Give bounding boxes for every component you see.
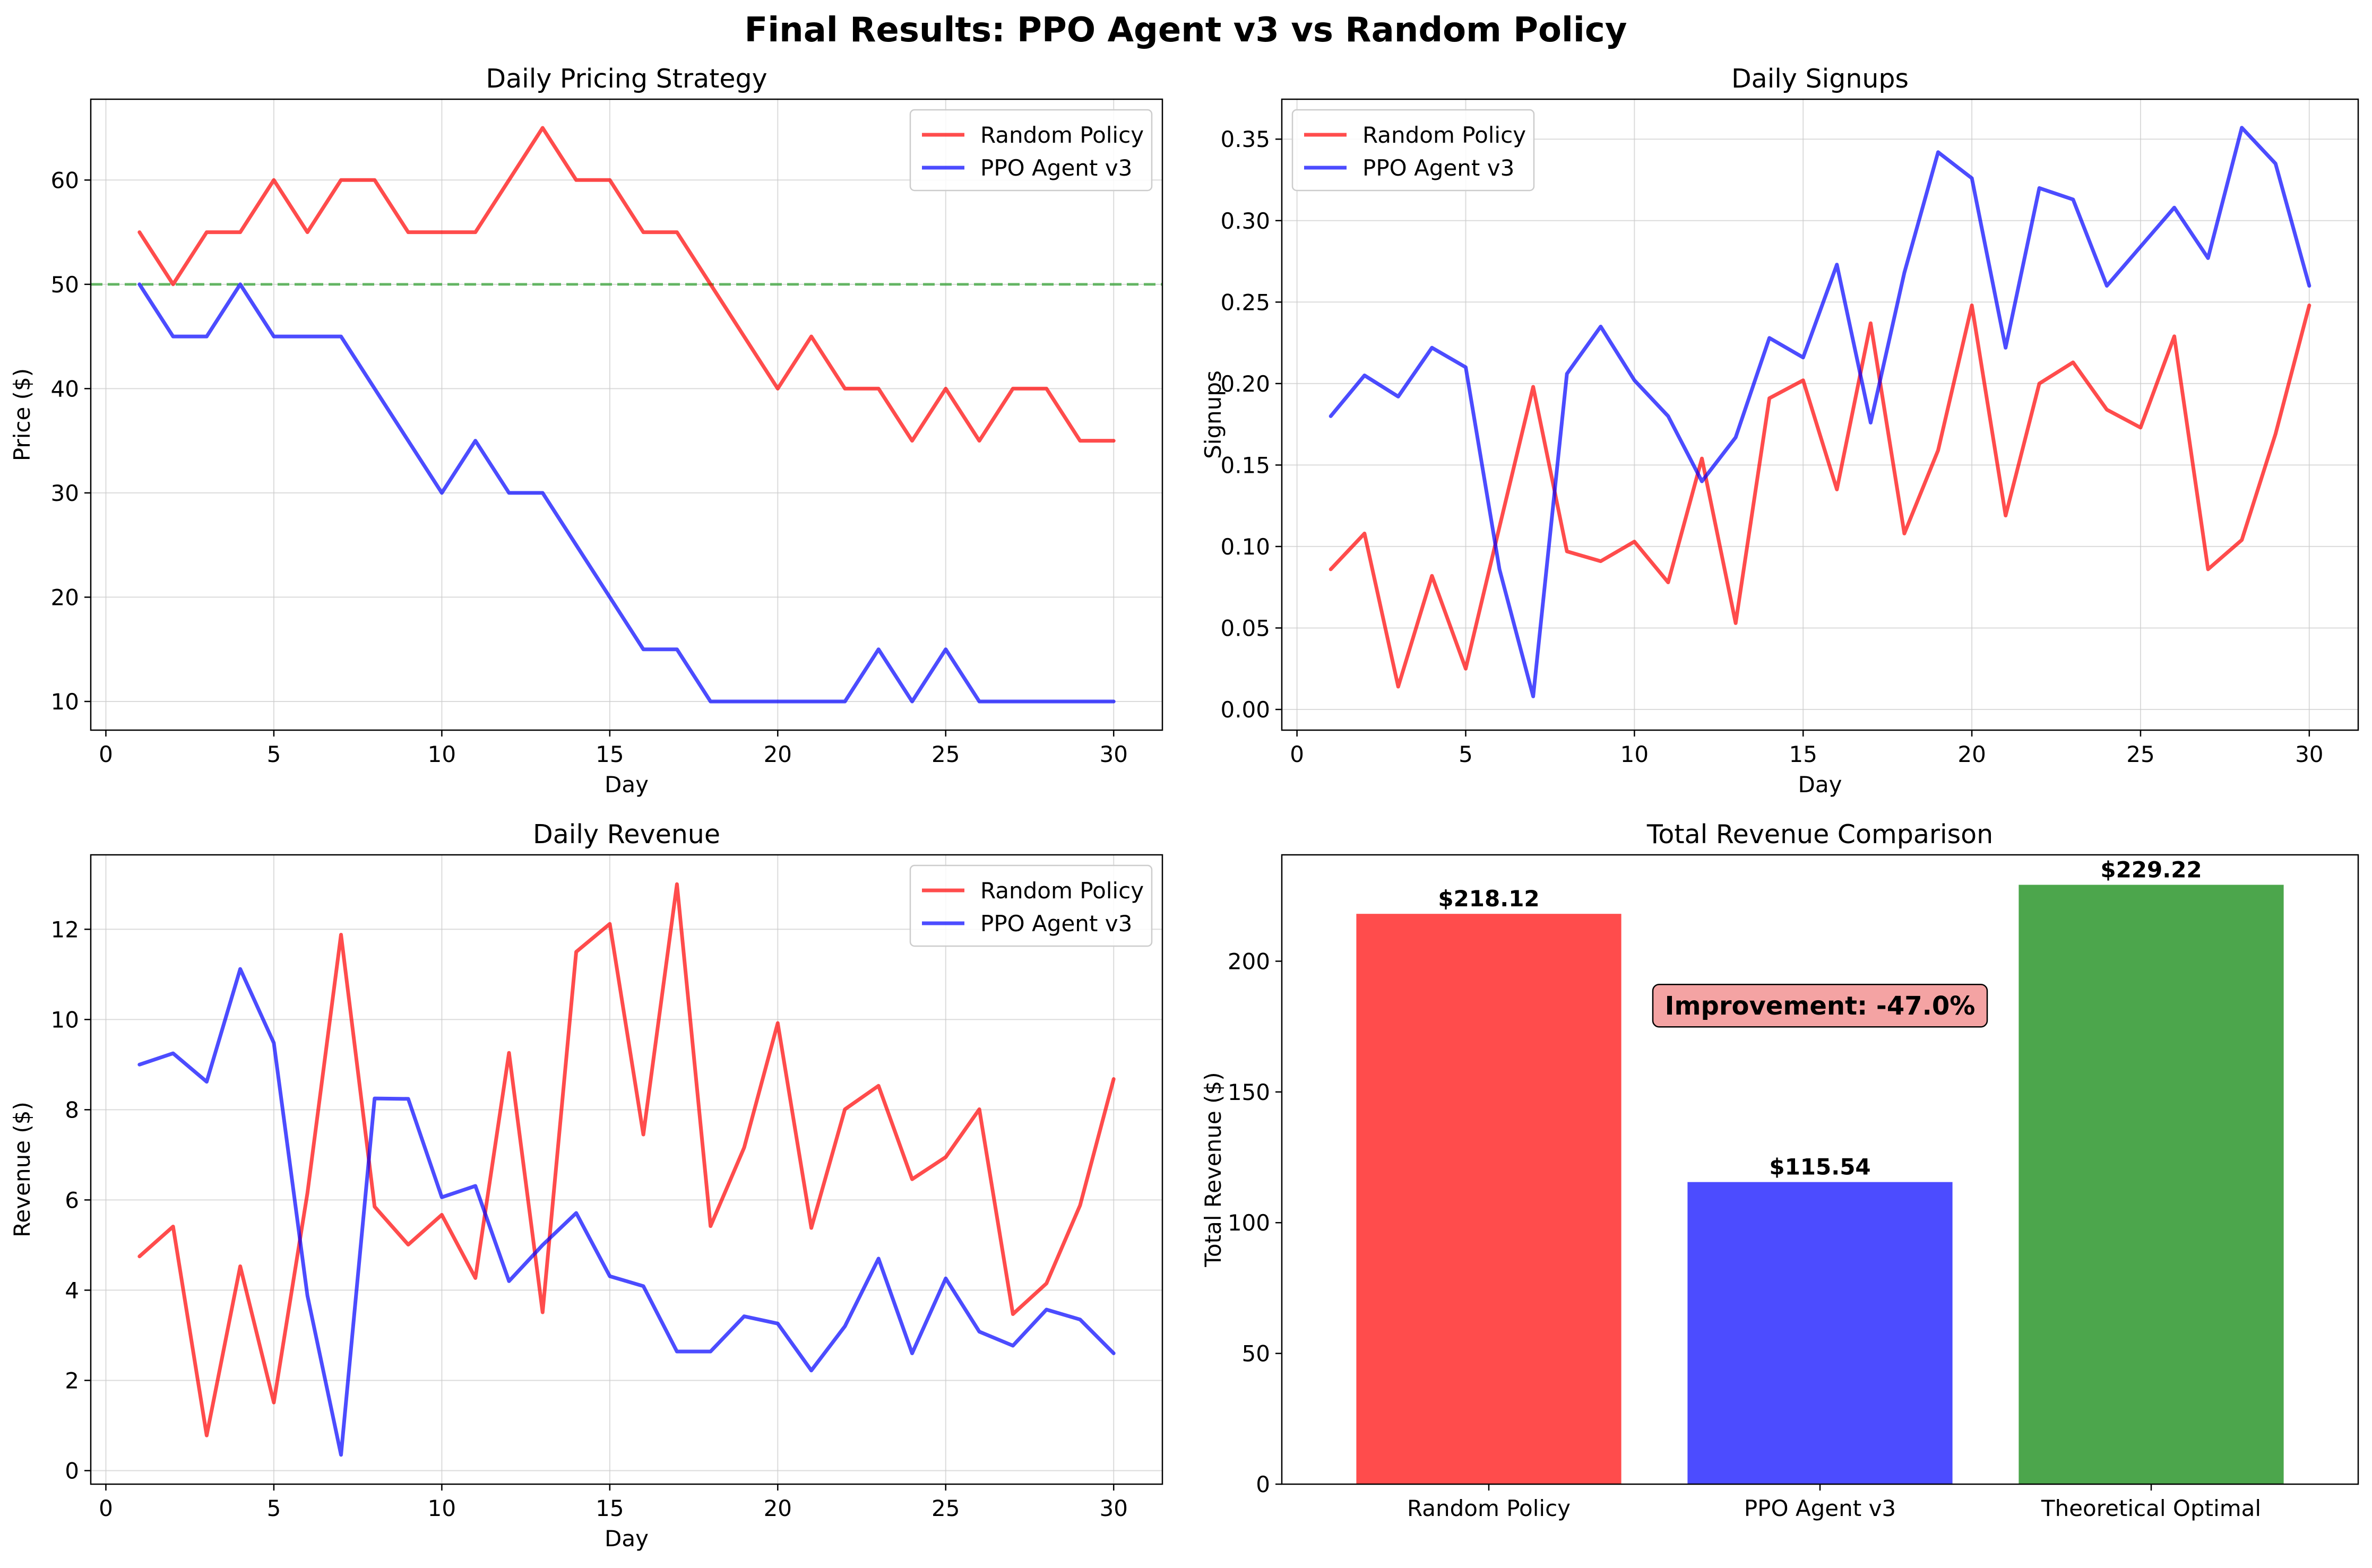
improvement-annotation-text: Improvement: -47.0%: [1665, 991, 1976, 1021]
y-tick-label: 0.00: [1220, 697, 1270, 723]
y-tick-label: 6: [65, 1187, 79, 1213]
y-tick-label: 4: [65, 1277, 79, 1303]
y-axis-label: Revenue ($): [9, 1102, 35, 1237]
x-tick-label: 15: [1789, 741, 1817, 767]
x-tick-label: 10: [428, 1495, 456, 1521]
x-tick-label: 30: [1100, 1495, 1128, 1521]
y-axis-label: Signups: [1200, 370, 1226, 459]
x-tick-label: PPO Agent v3: [1744, 1495, 1896, 1521]
chart-title: Daily Pricing Strategy: [486, 64, 767, 94]
chart-title: Total Revenue Comparison: [1646, 819, 1993, 850]
improvement-annotation-box: [1652, 983, 1988, 1028]
x-axis-label: Day: [605, 772, 649, 798]
y-tick-label: 0: [65, 1458, 79, 1484]
y-tick-label: 0: [1256, 1471, 1270, 1497]
chart-signups: 0 5 10 15 20 25 30 0.00 0.05 0.10 0.15 0.20 0.25 0.30…: [1200, 64, 2359, 798]
bar-value-label: $115.54: [1769, 1154, 1870, 1180]
y-tick-label: 0.10: [1220, 534, 1270, 560]
legend-label: Random Policy: [1362, 122, 1526, 148]
bar-value-label: $218.12: [1438, 886, 1539, 912]
axes-frame: [1281, 98, 2359, 731]
y-tick-label: 50: [51, 272, 79, 298]
y-tick-label: 0.15: [1220, 452, 1270, 478]
legend-label: Random Policy: [980, 122, 1144, 148]
x-tick-label: 5: [267, 1495, 281, 1521]
series-line-ppo-agent-v3: [1329, 126, 2311, 698]
y-tick-label: 20: [51, 584, 79, 610]
legend-box: [909, 864, 1153, 947]
x-tick-label: 0: [99, 741, 113, 767]
axes-frame: [90, 854, 1163, 1485]
x-tick-label: 10: [428, 741, 456, 767]
x-tick-label: 20: [764, 1495, 792, 1521]
legend-label: PPO Agent v3: [980, 155, 1132, 181]
y-tick-label: 40: [51, 376, 79, 402]
legend: Random Policy PPO Agent v3: [909, 864, 1153, 947]
x-tick-label: 25: [931, 1495, 960, 1521]
y-tick-label: 50: [1242, 1341, 1270, 1367]
series-line-random-policy: [137, 882, 1116, 1437]
bar-value-label: $229.22: [2100, 856, 2202, 882]
x-tick-label: 20: [1957, 741, 1986, 767]
y-tick-label: 0.30: [1220, 208, 1270, 234]
x-tick-label: 30: [1100, 741, 1128, 767]
y-tick-label: 200: [1228, 948, 1270, 974]
y-tick-label: 100: [1228, 1210, 1270, 1236]
x-tick-label: 15: [596, 741, 624, 767]
y-tick-label: 0.35: [1220, 126, 1270, 152]
axes-frame: [90, 98, 1163, 731]
series-line-random-policy: [1329, 304, 2311, 689]
series-line-ppo-agent-v3: [137, 967, 1116, 1457]
x-tick-label: 25: [931, 741, 960, 767]
x-axis-label: Day: [1798, 772, 1842, 798]
x-tick-label: 30: [2295, 741, 2323, 767]
x-tick-label: 15: [596, 1495, 624, 1521]
series-line-ppo-agent-v3: [137, 282, 1116, 704]
y-axis-label: Total Revenue ($): [1200, 1072, 1226, 1267]
y-tick-label: 2: [65, 1367, 79, 1393]
chart-total: $218.12 Random Policy $115.54 PPO Agent v3 $…: [1200, 819, 2359, 1521]
y-tick-label: 150: [1228, 1079, 1270, 1105]
y-tick-label: 0.25: [1220, 289, 1270, 315]
x-tick-label: 0: [99, 1495, 113, 1521]
x-tick-label: 5: [1459, 741, 1473, 767]
y-tick-label: 8: [65, 1097, 79, 1123]
bar-theoretical-optimal: [2019, 885, 2284, 1484]
chart-pricing: 0 5 10 15 20 25 30 10 20 30 40 50 60 Daily Pricing St…: [9, 64, 1163, 798]
y-tick-label: 10: [51, 1007, 79, 1033]
y-axis-label: Price ($): [9, 368, 35, 461]
legend-label: Random Policy: [980, 878, 1144, 904]
bar-ppo-agent-v3: [1687, 1182, 1953, 1484]
chart-revenue: 0 5 10 15 20 25 30 0 2 4 6 8 10 12 Daily Revenue Day Rev…: [9, 819, 1163, 1552]
legend-box: [909, 109, 1153, 192]
x-tick-label: 25: [2126, 741, 2154, 767]
legend-box: [1291, 109, 1535, 192]
legend: Random Policy PPO Agent v3: [1291, 109, 1535, 192]
y-tick-label: 0.20: [1220, 371, 1270, 397]
x-tick-label: 5: [267, 741, 281, 767]
x-tick-label: Theoretical Optimal: [2041, 1495, 2261, 1521]
legend: Random Policy PPO Agent v3: [909, 109, 1153, 192]
x-tick-label: Random Policy: [1407, 1495, 1571, 1521]
legend-label: PPO Agent v3: [980, 911, 1132, 937]
y-tick-label: 0.05: [1220, 615, 1270, 641]
y-tick-label: 30: [51, 480, 79, 506]
x-tick-label: 0: [1290, 741, 1304, 767]
figure-title: Final Results: PPO Agent v3 vs Random Po…: [745, 11, 1627, 50]
series-line-random-policy: [137, 126, 1116, 443]
x-tick-label: 10: [1620, 741, 1649, 767]
x-axis-label: Day: [605, 1526, 649, 1552]
y-tick-label: 10: [51, 689, 79, 715]
chart-title: Daily Revenue: [533, 819, 720, 850]
bar-random-policy: [1356, 914, 1621, 1484]
y-tick-label: 12: [51, 916, 79, 942]
x-tick-label: 20: [764, 741, 792, 767]
legend-label: PPO Agent v3: [1362, 155, 1514, 181]
chart-title: Daily Signups: [1731, 64, 1909, 94]
y-tick-label: 60: [51, 167, 79, 193]
axes-frame: [1281, 854, 2359, 1485]
